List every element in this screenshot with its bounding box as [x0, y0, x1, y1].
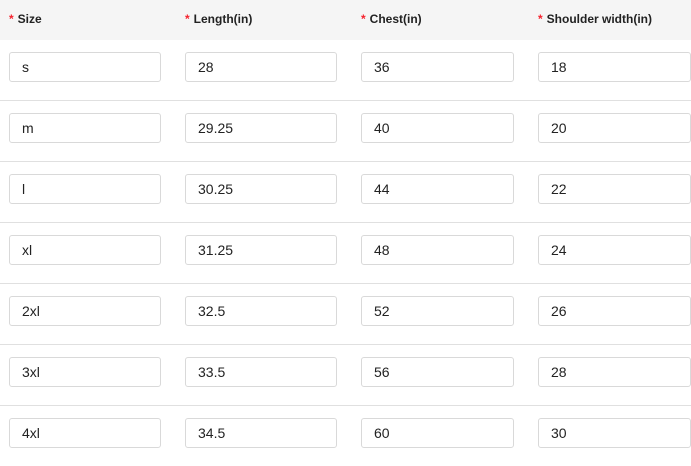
required-marker: * — [185, 12, 190, 26]
size-input[interactable]: m — [9, 113, 161, 143]
column-header-label: Length(in) — [193, 12, 253, 26]
table-body: s 28 36 18 m 29.25 40 20 l 30.25 44 22 xl 31.25 48 24 2x… — [0, 40, 691, 466]
column-header-label: Shoulder width(in) — [546, 12, 652, 26]
length-input[interactable]: 32.5 — [185, 296, 337, 326]
chest-input[interactable]: 40 — [361, 113, 514, 143]
length-input[interactable]: 28 — [185, 52, 337, 82]
required-marker: * — [361, 12, 366, 26]
column-header-size: * Size — [9, 0, 161, 40]
chest-input[interactable]: 60 — [361, 418, 514, 448]
chest-input[interactable]: 44 — [361, 174, 514, 204]
table-row: s 28 36 18 — [0, 40, 691, 101]
length-input[interactable]: 31.25 — [185, 235, 337, 265]
length-input[interactable]: 30.25 — [185, 174, 337, 204]
shoulder-width-input[interactable]: 18 — [538, 52, 691, 82]
shoulder-width-input[interactable]: 20 — [538, 113, 691, 143]
column-header-label: Size — [17, 12, 42, 26]
chest-input[interactable]: 52 — [361, 296, 514, 326]
size-input[interactable]: s — [9, 52, 161, 82]
length-input[interactable]: 33.5 — [185, 357, 337, 387]
size-input[interactable]: 4xl — [9, 418, 161, 448]
required-marker: * — [9, 12, 14, 26]
shoulder-width-input[interactable]: 30 — [538, 418, 691, 448]
size-input[interactable]: 3xl — [9, 357, 161, 387]
column-header-chest: * Chest(in) — [361, 0, 514, 40]
shoulder-width-input[interactable]: 24 — [538, 235, 691, 265]
chest-input[interactable]: 36 — [361, 52, 514, 82]
size-input[interactable]: l — [9, 174, 161, 204]
table-row: 3xl 33.5 56 28 — [0, 345, 691, 406]
table-row: l 30.25 44 22 — [0, 162, 691, 223]
shoulder-width-input[interactable]: 22 — [538, 174, 691, 204]
table-row: m 29.25 40 20 — [0, 101, 691, 162]
length-input[interactable]: 34.5 — [185, 418, 337, 448]
column-header-length: * Length(in) — [185, 0, 337, 40]
chest-input[interactable]: 56 — [361, 357, 514, 387]
table-row: 2xl 32.5 52 26 — [0, 284, 691, 345]
length-input[interactable]: 29.25 — [185, 113, 337, 143]
column-header-shoulder-width: * Shoulder width(in) — [538, 0, 691, 40]
chest-input[interactable]: 48 — [361, 235, 514, 265]
size-input[interactable]: xl — [9, 235, 161, 265]
table-row: 4xl 34.5 60 30 — [0, 406, 691, 466]
shoulder-width-input[interactable]: 26 — [538, 296, 691, 326]
required-marker: * — [538, 12, 543, 26]
shoulder-width-input[interactable]: 28 — [538, 357, 691, 387]
table-row: xl 31.25 48 24 — [0, 223, 691, 284]
column-header-label: Chest(in) — [369, 12, 422, 26]
table-header: * Size * Length(in) * Chest(in) * Shoulder widt… — [0, 0, 691, 40]
size-input[interactable]: 2xl — [9, 296, 161, 326]
